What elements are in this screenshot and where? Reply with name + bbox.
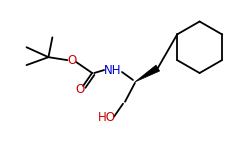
Text: NH: NH xyxy=(104,64,122,76)
Text: HO: HO xyxy=(98,111,116,124)
Text: O: O xyxy=(68,54,77,67)
Text: O: O xyxy=(76,83,85,96)
Polygon shape xyxy=(135,65,160,82)
